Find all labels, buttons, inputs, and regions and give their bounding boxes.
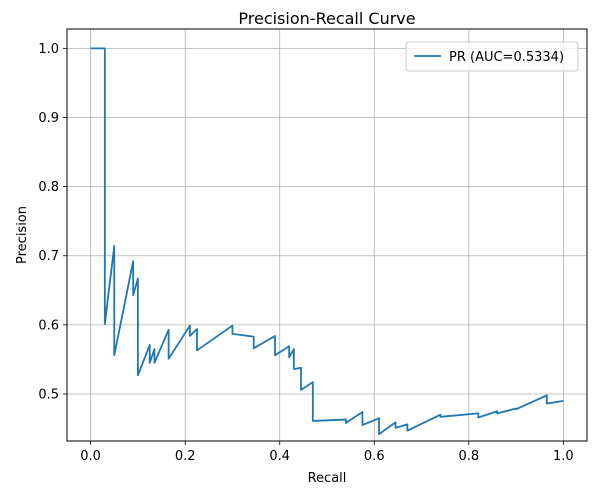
y-tick-label: 0.8 (38, 180, 59, 195)
pr-curve-line (90, 47, 564, 435)
x-tick-label: 1.0 (553, 449, 574, 464)
y-tick-label: 1.0 (38, 42, 59, 57)
y-tick-label: 0.9 (38, 111, 59, 126)
x-tick-label: 0.0 (80, 449, 101, 464)
x-tick-label: 0.6 (364, 449, 385, 464)
legend: PR (AUC=0.5334) (405, 41, 579, 72)
x-axis-label: Recall (308, 471, 347, 486)
series-layer (90, 47, 564, 435)
axis-ticks: 0.0 0.2 0.4 0.6 0.8 1.0 0.5 0.6 0.7 0.8 0.9 1.0 (38, 42, 573, 464)
y-tick-label: 0.7 (38, 249, 59, 264)
y-tick-label: 0.5 (38, 387, 59, 402)
plot-frame (66, 28, 588, 442)
chart-title: Precision-Recall Curve (238, 9, 415, 28)
x-tick-label: 0.2 (175, 449, 196, 464)
x-tick-label: 0.8 (458, 449, 479, 464)
x-tick-label: 0.4 (269, 449, 290, 464)
grid-lines (67, 29, 587, 441)
legend-label: PR (AUC=0.5334) (449, 50, 564, 65)
legend-box (405, 41, 579, 72)
y-tick-label: 0.6 (38, 318, 59, 333)
y-axis-label: Precision (15, 206, 30, 264)
